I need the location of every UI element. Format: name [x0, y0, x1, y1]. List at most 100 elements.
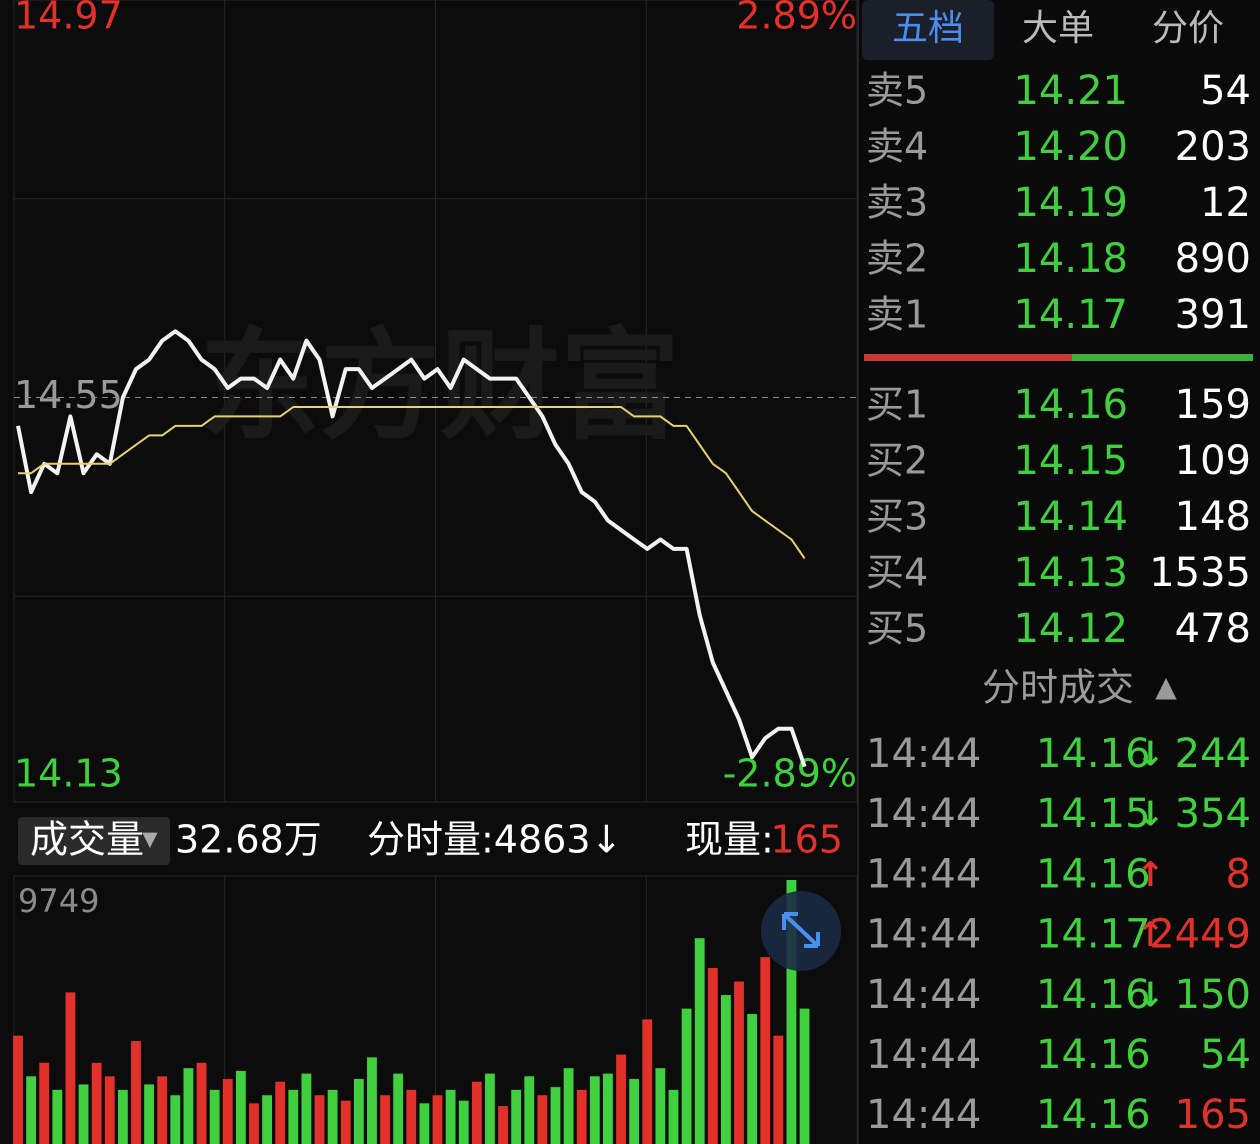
level-volume: 890 — [1175, 236, 1251, 282]
trade-price: 14.16 — [1036, 851, 1151, 897]
trade-time: 14:44 — [866, 1092, 981, 1138]
trade-volume: 8 — [1226, 851, 1251, 897]
volume-bar — [747, 1014, 758, 1144]
indicator-label: 成交量 — [30, 818, 144, 862]
current-volume-label: 现量: — [685, 818, 774, 862]
level-label: 卖1 — [866, 293, 928, 337]
y-tick-label: 14.97 — [14, 0, 123, 38]
volume-bar — [144, 1084, 155, 1144]
volume-bar — [327, 1089, 338, 1144]
level-volume: 148 — [1175, 494, 1251, 540]
volume-bar — [419, 1103, 430, 1144]
level-price: 14.18 — [1013, 236, 1128, 282]
total-volume: 32.68万 — [175, 818, 322, 862]
volume-bar — [367, 1057, 377, 1144]
volume-bar — [485, 1073, 495, 1144]
y-tick-label: 14.13 — [14, 752, 123, 796]
volume-bar — [222, 1079, 233, 1144]
level-price: 14.15 — [1013, 438, 1128, 484]
volume-bar — [511, 1089, 522, 1144]
tab[interactable]: 大单 — [1022, 8, 1094, 49]
trade-price: 14.16 — [1036, 1092, 1151, 1138]
volume-bar — [262, 1095, 272, 1144]
volume-bar — [26, 1076, 37, 1144]
minute-volume: 分时量:4863↓ — [367, 818, 622, 862]
level-label: 卖5 — [866, 69, 928, 113]
volume-bar — [668, 1089, 679, 1144]
trade-time: 14:44 — [866, 731, 981, 777]
volume-bar — [235, 1070, 246, 1144]
y2-tick-label: -2.89% — [723, 752, 857, 796]
volume-bar — [131, 1041, 141, 1144]
level-volume: 391 — [1175, 292, 1251, 338]
trade-volume: 354 — [1175, 791, 1251, 837]
level-price: 14.14 — [1013, 494, 1128, 540]
trade-arrow: ↑ — [1136, 915, 1165, 955]
volume-bar — [498, 1106, 508, 1144]
volume-bar — [773, 1035, 784, 1144]
volume-bar — [642, 1019, 653, 1144]
volume-bar — [117, 1089, 128, 1144]
volume-bar — [157, 1076, 168, 1144]
level-volume: 159 — [1175, 382, 1251, 428]
volume-bar — [734, 981, 744, 1144]
y-tick-label: 14.55 — [14, 373, 123, 417]
level-price: 14.21 — [1013, 68, 1128, 114]
volume-bar — [104, 1076, 115, 1144]
trade-price: 14.15 — [1036, 791, 1151, 837]
level-volume: 12 — [1200, 180, 1251, 226]
trades-title[interactable]: 分时成交 — [982, 666, 1134, 710]
volume-bar — [629, 1079, 640, 1144]
volume-bar — [78, 1084, 89, 1144]
level-price: 14.16 — [1013, 382, 1128, 428]
level-price: 14.19 — [1013, 180, 1128, 226]
sort-icon[interactable]: ▲ — [1155, 670, 1177, 703]
volume-bar — [720, 995, 731, 1144]
volume-bar — [445, 1089, 456, 1144]
level-price: 14.12 — [1013, 606, 1128, 652]
level-label: 卖3 — [866, 181, 928, 225]
volume-bar — [249, 1103, 259, 1144]
volume-bar — [314, 1095, 325, 1144]
volume-bar — [537, 1095, 548, 1144]
trade-time: 14:44 — [866, 972, 981, 1018]
volume-bar — [432, 1095, 443, 1144]
level-price: 14.20 — [1013, 124, 1128, 170]
watermark: 东方财富 — [200, 318, 680, 457]
tab[interactable]: 五档 — [892, 8, 964, 49]
volume-bar — [616, 1054, 626, 1144]
volume-bar — [91, 1062, 102, 1144]
volume-bar — [524, 1076, 535, 1144]
trade-time: 14:44 — [866, 1032, 981, 1078]
volume-bar — [406, 1089, 417, 1144]
level-price: 14.13 — [1013, 550, 1128, 596]
trade-volume: 2449 — [1149, 912, 1251, 958]
y2-tick-label: 2.89% — [736, 0, 857, 38]
trade-volume: 150 — [1175, 972, 1251, 1018]
volume-bar — [458, 1100, 469, 1144]
volume-bar — [340, 1100, 351, 1144]
volume-bar — [655, 1068, 666, 1144]
trade-volume: 54 — [1200, 1032, 1251, 1078]
trade-price: 14.16 — [1036, 731, 1151, 777]
volume-bar — [760, 957, 771, 1144]
volume-bar — [786, 880, 797, 1144]
volume-bar — [380, 1095, 390, 1144]
level-label: 买3 — [866, 495, 928, 539]
current-volume: 165 — [770, 818, 843, 862]
volume-bar — [681, 1008, 692, 1144]
level-label: 买1 — [866, 383, 928, 427]
trade-price: 14.16 — [1036, 972, 1151, 1018]
indicator-button[interactable] — [18, 817, 170, 865]
level-volume: 54 — [1200, 68, 1251, 114]
y-tick-label: 9749 — [18, 882, 99, 920]
trade-price: 14.16 — [1036, 1032, 1151, 1078]
level-label: 卖2 — [866, 237, 928, 281]
trade-price: 14.17 — [1036, 912, 1151, 958]
tab[interactable]: 分价 — [1152, 8, 1224, 49]
level-volume: 203 — [1175, 124, 1251, 170]
level-label: 买2 — [866, 439, 928, 483]
volume-bar — [550, 1087, 561, 1144]
volume-bar — [471, 1081, 482, 1144]
